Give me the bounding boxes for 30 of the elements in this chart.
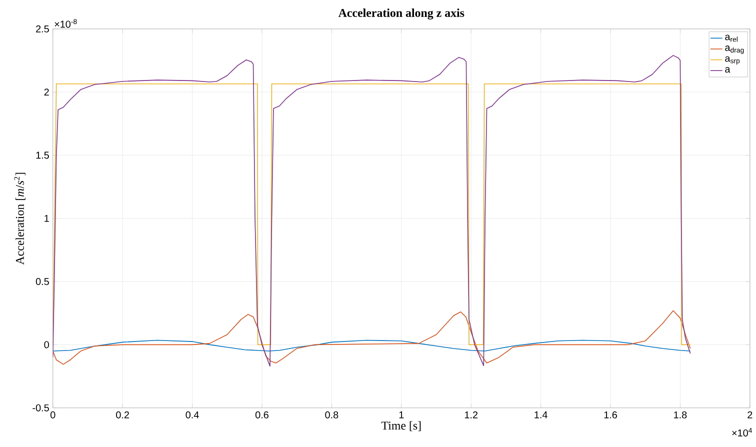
line-series	[52, 310, 691, 365]
line-series	[52, 55, 691, 367]
x-tick-label: 1.2	[464, 411, 478, 418]
y-tick-label: -0.5	[32, 404, 49, 412]
x-tick-label: 0.6	[255, 411, 268, 419]
x-tick-label: 1	[399, 411, 404, 418]
x-tick-label: 0.4	[186, 411, 199, 419]
legend-label: a$_{drag}$	[725, 46, 744, 54]
text: ×10$^{4}$	[732, 428, 752, 437]
chart-title: Acceleration along z axis	[338, 8, 464, 20]
x-tick-label: 2	[748, 411, 752, 418]
x-tick-label: 1.8	[674, 411, 687, 419]
y-tick-label: 1.5	[36, 152, 49, 159]
x-tick-label: 0.8	[325, 411, 338, 419]
x-tick-label: 1.6	[604, 411, 617, 419]
y-tick-label: 2.5	[36, 26, 49, 33]
y-tick-label: 0	[44, 341, 49, 348]
x-axis-title: Time [s]	[381, 421, 421, 432]
legend-label: a$_{rel}$	[725, 34, 738, 42]
legend-label: a$_{srp}$	[725, 56, 740, 65]
legend-label: a	[725, 67, 730, 73]
x-tick-label: 0	[50, 411, 56, 419]
y-tick-label: 0.5	[36, 278, 49, 286]
text: ×10$^{-8}$	[54, 19, 77, 28]
y-axis-title: Acceleration [m/s$^{2}$]	[14, 172, 26, 265]
line-series	[52, 340, 691, 352]
y-tick-label: 2	[44, 88, 49, 96]
x-tick-label: 1.4	[534, 411, 548, 418]
x-tick-label: 0.2	[116, 411, 129, 419]
y-tick-label: 1	[44, 215, 49, 222]
